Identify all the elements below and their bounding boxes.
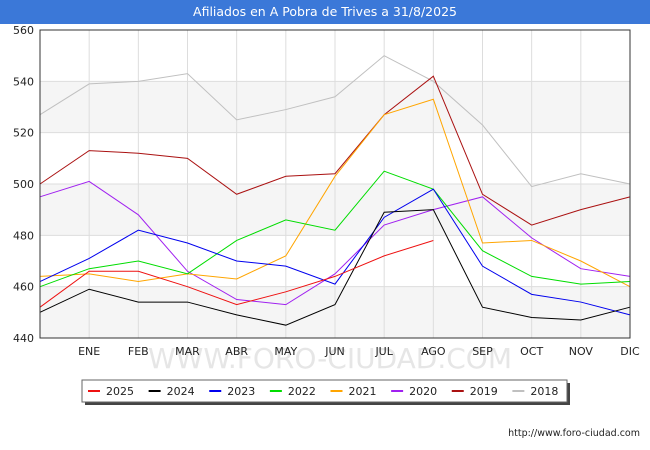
x-tick-label: FEB (128, 345, 149, 358)
x-axis-ticks: ENE FEB MAR ABR MAY JUN JUL AGO SEP OCT NOV DIC (78, 345, 640, 358)
series-line-2022 (39, 170, 631, 288)
series-line-2024 (39, 209, 631, 326)
x-tick-label: ENE (78, 345, 100, 358)
y-axis-ticks: 440 460 480 500 520 540 560 (13, 24, 34, 345)
legend-label-2020: 2020 (409, 385, 437, 398)
legend-label-2022: 2022 (288, 385, 316, 398)
y-tick-label: 480 (13, 229, 34, 242)
y-tick-label: 440 (13, 332, 34, 345)
x-tick-label: NOV (569, 345, 594, 358)
series-line-2023 (39, 188, 631, 316)
watermark-text: WWW.FORO-CIUDAD.COM (148, 342, 512, 375)
y-tick-label: 540 (13, 75, 34, 88)
series-line-2020 (39, 180, 631, 306)
series-line-2025 (39, 239, 434, 308)
legend-label-2019: 2019 (470, 385, 498, 398)
series-line-2018 (39, 55, 631, 188)
legend-box (81, 379, 568, 403)
x-tick-label: JUL (374, 345, 393, 358)
series-line-2019 (39, 75, 631, 226)
chart-title: Afiliados en A Pobra de Trives a 31/8/20… (193, 4, 457, 19)
title-bar (0, 0, 650, 24)
x-tick-label: MAR (175, 345, 200, 358)
y-tick-label: 520 (13, 127, 34, 140)
legend-label-2018: 2018 (530, 385, 558, 398)
x-tick-label: ABR (225, 345, 248, 358)
x-tick-label: OCT (520, 345, 543, 358)
series-lines (39, 55, 631, 326)
x-tick-label: JUN (324, 345, 345, 358)
y-tick-label: 500 (13, 178, 34, 191)
legend: 2025 2024 2023 2022 2021 2020 2019 2018 (81, 379, 570, 405)
x-tick-label: DIC (620, 345, 640, 358)
legend-label-2025: 2025 (106, 385, 134, 398)
plot-frame (39, 29, 631, 339)
x-tick-label: SEP (472, 345, 493, 358)
y-tick-label: 460 (13, 281, 34, 294)
series-line-2021 (39, 98, 631, 288)
source-url: http://www.foro-ciudad.com (508, 428, 640, 439)
y-tick-label: 560 (13, 24, 34, 37)
watermark: WWW.FORO-CIUDAD.COM (148, 342, 512, 375)
legend-label-2021: 2021 (349, 385, 377, 398)
x-tick-label: MAY (274, 345, 297, 358)
legend-label-2024: 2024 (167, 385, 195, 398)
legend-label-2023: 2023 (227, 385, 255, 398)
x-tick-label: AGO (421, 345, 446, 358)
